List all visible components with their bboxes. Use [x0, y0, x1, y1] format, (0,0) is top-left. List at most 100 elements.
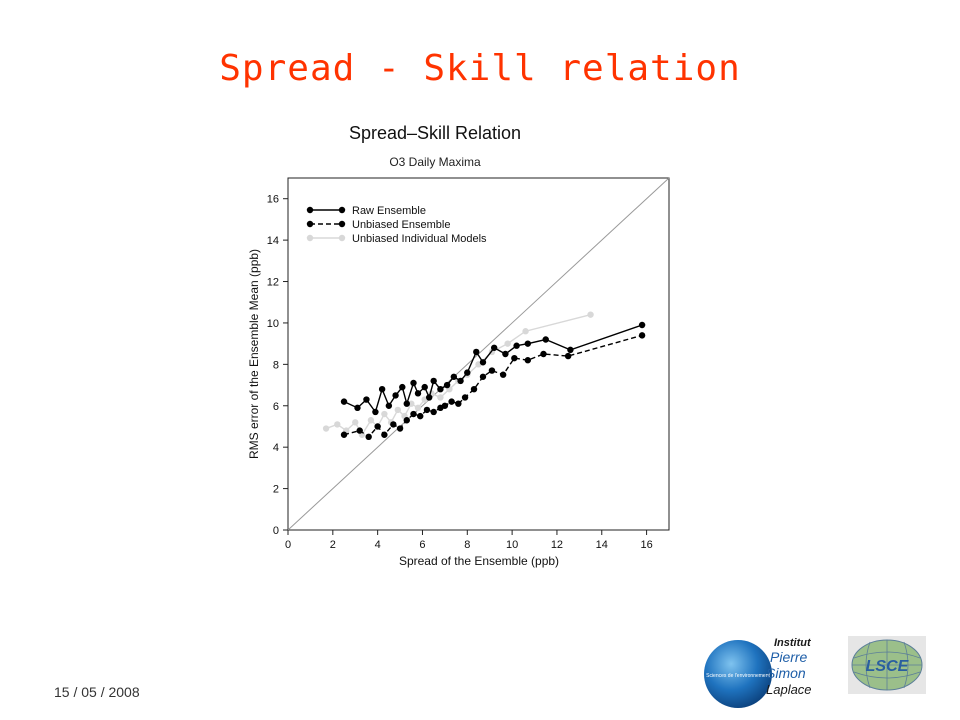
data-point-series-1: [403, 417, 410, 424]
ipsl-name-1: Institut: [774, 637, 812, 649]
series-line-1: [343, 334, 643, 438]
data-point-series-1: [511, 354, 518, 362]
data-point-series-0: [443, 381, 451, 389]
data-point-series-0: [450, 373, 458, 380]
x-tick-label: 0: [285, 539, 291, 551]
data-point-series-1: [374, 423, 381, 430]
data-point-series-2: [352, 419, 359, 426]
data-point-series-0: [513, 342, 520, 349]
x-axis-label: Spread of the Ensemble (ppb): [399, 554, 559, 568]
data-point-series-0: [340, 398, 348, 405]
x-tick-label: 6: [419, 539, 425, 551]
y-tick-label: 6: [273, 401, 279, 413]
x-tick-label: 8: [464, 539, 470, 551]
data-point-series-1: [390, 421, 397, 428]
data-point-series-2: [414, 404, 422, 412]
data-point-series-0: [414, 390, 422, 397]
data-point-series-1: [430, 408, 437, 416]
data-point-series-0: [567, 346, 574, 354]
ipsl-badge-text: Sciences de l'environnement: [706, 673, 770, 679]
data-point-series-1: [524, 357, 532, 364]
y-tick-label: 4: [273, 442, 279, 454]
x-tick-label: 4: [375, 539, 381, 551]
y-tick-label: 14: [267, 235, 279, 247]
data-point-series-1: [441, 402, 449, 409]
data-point-series-0: [490, 344, 498, 351]
spread-skill-chart: Spread–Skill Relation O3 Daily Maxima 0 2…: [247, 123, 670, 568]
y-tick-label: 10: [267, 318, 279, 330]
data-point-series-0: [399, 383, 406, 391]
data-point-series-1: [479, 373, 487, 380]
x-tick-label: 12: [551, 539, 563, 551]
data-point-series-0: [479, 359, 487, 366]
x-tick-label: 2: [330, 539, 336, 551]
chart-subtitle: O3 Daily Maxima: [389, 155, 481, 169]
data-point-series-1: [417, 412, 424, 420]
data-point-series-0: [392, 392, 399, 399]
plot-frame: [287, 177, 670, 531]
data-point-series-1: [540, 350, 547, 358]
data-point-series-0: [421, 383, 428, 391]
data-point-series-1: [488, 367, 496, 374]
data-point-series-0: [372, 408, 379, 416]
y-tick-label: 12: [267, 277, 279, 289]
x-tick-label: 14: [596, 539, 608, 551]
data-point-series-1: [461, 394, 469, 401]
data-point-series-0: [363, 396, 370, 403]
data-point-series-1: [564, 352, 572, 360]
y-tick-label: 16: [267, 194, 279, 206]
x-tick-label: 16: [640, 539, 652, 551]
data-point-series-0: [638, 321, 646, 329]
data-point-series-0: [354, 404, 361, 412]
data-point-series-1: [423, 406, 431, 414]
legend-marker: [306, 220, 314, 228]
slide-title: Spread - Skill relation: [219, 48, 741, 89]
y-axis-label: RMS error of the Ensemble Mean (ppb): [247, 249, 261, 459]
legend-marker: [338, 206, 346, 214]
data-point-series-1: [448, 398, 455, 405]
ipsl-name-4: Laplace: [766, 682, 812, 697]
lsce-text: LSCE: [866, 658, 910, 675]
chart-title: Spread–Skill Relation: [349, 123, 521, 143]
ipsl-name-2: Pierre: [770, 649, 808, 665]
data-point-series-2: [322, 425, 330, 432]
data-point-series-0: [437, 386, 444, 393]
data-point-series-0: [464, 369, 471, 376]
data-point-series-2: [381, 410, 388, 418]
legend-marker: [338, 220, 346, 228]
data-point-series-2: [334, 421, 341, 428]
ipsl-name-3: Simon: [766, 665, 806, 681]
data-point-series-0: [378, 386, 386, 393]
data-point-series-0: [457, 377, 464, 385]
legend-label-1: Unbiased Ensemble: [352, 219, 450, 231]
legend-marker: [306, 206, 314, 214]
data-point-series-0: [502, 350, 509, 358]
data-point-series-1: [638, 332, 646, 339]
ipsl-logo: Sciences de l'environnement Institut Pie…: [704, 637, 812, 708]
data-point-series-0: [473, 348, 480, 356]
data-point-series-1: [470, 386, 478, 393]
legend-marker: [338, 234, 346, 242]
legend-marker: [306, 234, 314, 242]
data-point-series-1: [356, 427, 363, 434]
data-point-series-2: [394, 406, 402, 414]
data-point-series-0: [425, 394, 433, 401]
data-point-series-0: [430, 377, 437, 385]
series-line-2: [325, 313, 591, 437]
data-point-series-1: [410, 410, 417, 418]
data-point-series-0: [542, 336, 549, 343]
y-tick-label: 0: [273, 525, 279, 537]
series-line-0: [343, 324, 643, 414]
y-tick-label: 8: [273, 359, 279, 371]
data-point-series-2: [437, 394, 444, 401]
legend-label-2: Unbiased Individual Models: [352, 233, 487, 245]
data-point-series-0: [524, 340, 532, 347]
data-point-series-0: [403, 400, 410, 407]
data-point-series-0: [410, 379, 417, 387]
y-tick-label: 2: [273, 484, 279, 496]
data-point-series-1: [365, 433, 372, 441]
data-point-series-1: [340, 431, 348, 438]
data-point-series-2: [367, 417, 375, 424]
data-point-series-1: [396, 425, 404, 432]
data-point-series-2: [587, 311, 594, 318]
